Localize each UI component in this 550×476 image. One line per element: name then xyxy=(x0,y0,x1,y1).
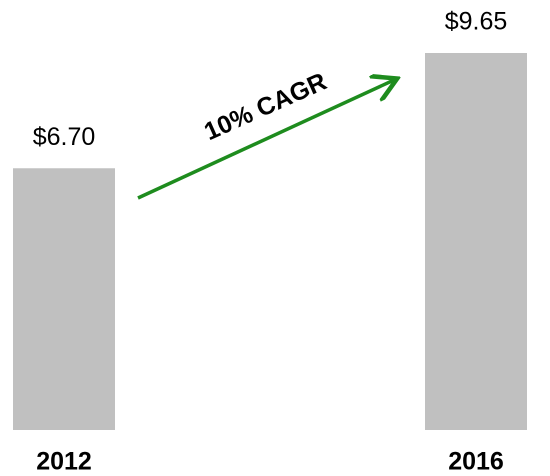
annotation: 10% CAGR xyxy=(200,67,331,146)
x-tick-label: 2012 xyxy=(36,448,92,476)
cagr-arrow xyxy=(137,80,394,200)
x-tick-label: 2016 xyxy=(448,448,504,476)
bar xyxy=(425,53,527,430)
value-label: $6.70 xyxy=(33,123,96,151)
bar xyxy=(13,168,115,430)
value-label: $9.65 xyxy=(445,8,508,36)
